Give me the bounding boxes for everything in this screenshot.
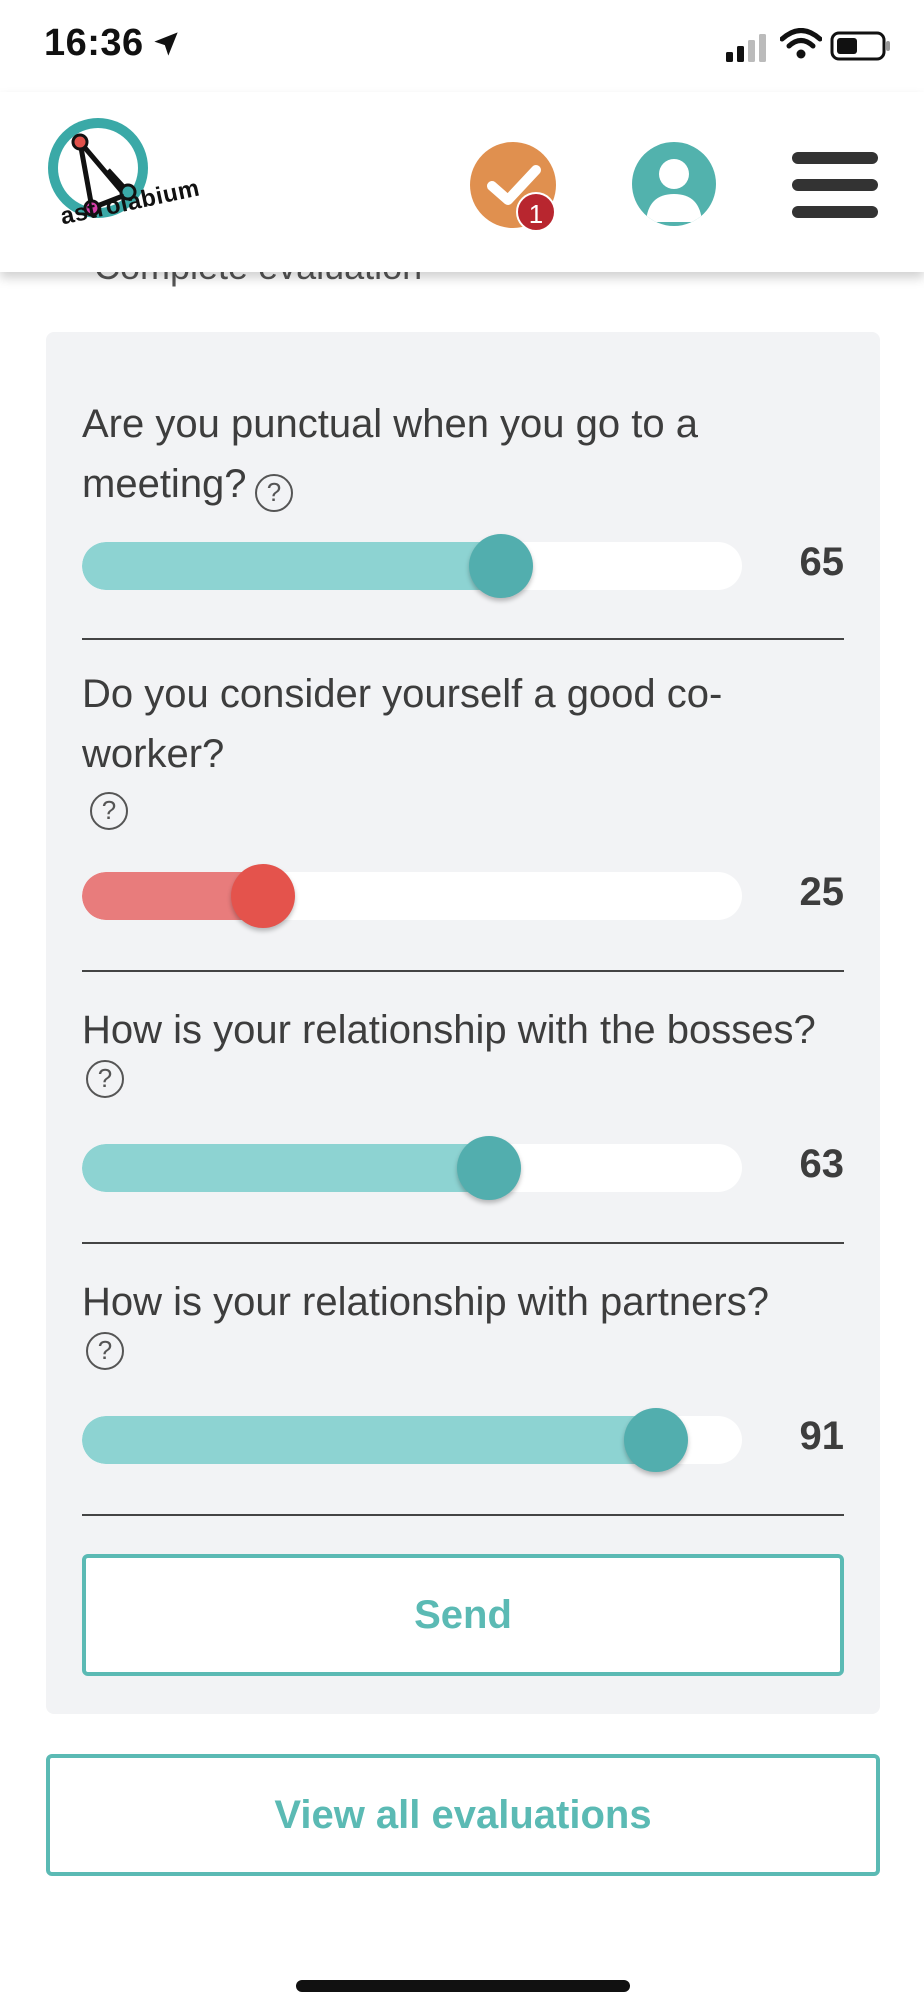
- hamburger-menu-icon[interactable]: [792, 152, 878, 218]
- wifi-icon: [780, 28, 822, 59]
- slider-4[interactable]: 91: [82, 1406, 845, 1472]
- app-header: astrolabium 1: [0, 92, 924, 272]
- slider-thumb[interactable]: [231, 864, 295, 928]
- slider-fill: [82, 1416, 657, 1464]
- slider-value: 91: [799, 1414, 845, 1458]
- question-text: How is your relationship with the bosses…: [82, 1008, 816, 1052]
- question-text: How is your relationship with partners?: [82, 1280, 769, 1324]
- user-icon: [646, 159, 702, 222]
- notification-badge: 1: [516, 192, 556, 232]
- menu-bar: [792, 206, 878, 218]
- slider-value: 25: [799, 870, 845, 914]
- send-button[interactable]: Send: [82, 1554, 844, 1676]
- slider-thumb[interactable]: [469, 534, 534, 598]
- menu-bar: [792, 152, 878, 164]
- slider-3[interactable]: 63: [82, 1134, 845, 1200]
- battery-icon: [830, 31, 890, 61]
- profile-button[interactable]: [632, 142, 716, 226]
- slider-track[interactable]: [82, 872, 742, 920]
- help-icon[interactable]: ?: [86, 1332, 124, 1370]
- menu-bar: [792, 179, 878, 191]
- slider-1[interactable]: 65: [82, 532, 845, 598]
- help-icon[interactable]: ?: [86, 1060, 124, 1098]
- help-icon[interactable]: ?: [255, 473, 294, 512]
- slider-value: 63: [799, 1142, 845, 1186]
- view-all-evaluations-button[interactable]: View all evaluations: [46, 1754, 880, 1876]
- slider-track[interactable]: [82, 542, 742, 590]
- signal-icon: [726, 34, 766, 62]
- check-icon: [487, 165, 541, 205]
- evaluation-card: Are you punctual when you go to a meetin…: [46, 332, 880, 1714]
- slider-track[interactable]: [82, 1144, 742, 1192]
- divider: [82, 970, 844, 972]
- slider-thumb[interactable]: [624, 1408, 689, 1472]
- slider-fill: [82, 542, 502, 590]
- question-text: Are you punctual when you go to a meetin…: [82, 402, 698, 506]
- question-3: How is your relationship with the bosses…: [82, 1000, 844, 1098]
- home-indicator: [296, 1980, 630, 1992]
- question-4: How is your relationship with partners? …: [82, 1272, 844, 1370]
- divider: [82, 1514, 844, 1516]
- slider-2[interactable]: 25: [82, 862, 845, 928]
- slider-thumb[interactable]: [457, 1136, 522, 1200]
- slider-fill: [82, 1144, 490, 1192]
- slider-value: 65: [799, 540, 845, 584]
- question-2: Do you consider yourself a good co-worke…: [82, 664, 844, 830]
- location-arrow-icon: [154, 32, 178, 56]
- help-icon[interactable]: ?: [90, 792, 128, 830]
- divider: [82, 638, 844, 640]
- question-1: Are you punctual when you go to a meetin…: [82, 394, 844, 514]
- astrolabium-logo[interactable]: [40, 112, 190, 252]
- divider: [82, 1242, 844, 1244]
- question-text: Do you consider yourself a good co-worke…: [82, 672, 723, 776]
- status-time: 16:36: [44, 22, 144, 64]
- status-bar: 16:36: [0, 0, 924, 92]
